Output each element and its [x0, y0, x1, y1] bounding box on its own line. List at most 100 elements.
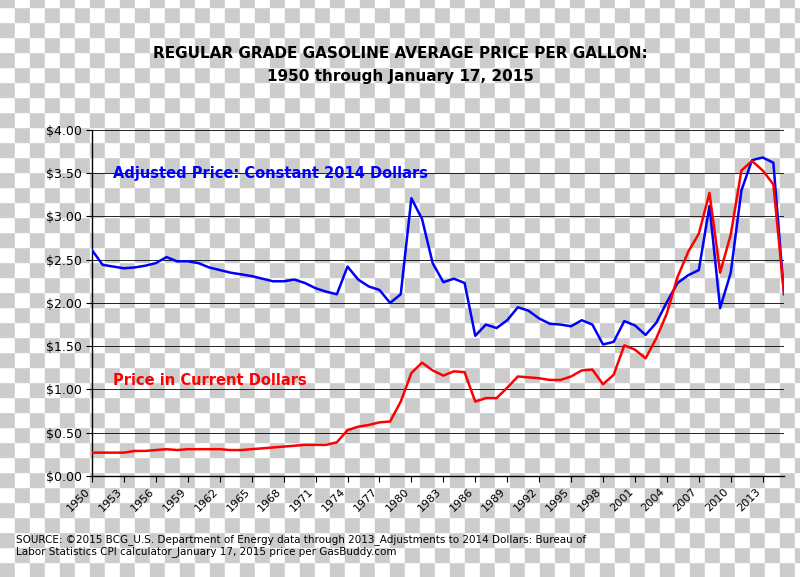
- Bar: [480, 157, 495, 172]
- Bar: [240, 202, 255, 217]
- Bar: [330, 187, 345, 202]
- Bar: [660, 37, 675, 52]
- Bar: [105, 457, 120, 472]
- Bar: [435, 187, 450, 202]
- Bar: [420, 547, 435, 562]
- Bar: [645, 97, 660, 112]
- Bar: [420, 0, 435, 7]
- Bar: [285, 142, 300, 157]
- Bar: [420, 337, 435, 352]
- Bar: [345, 397, 360, 412]
- Bar: [195, 127, 210, 142]
- Bar: [540, 307, 555, 322]
- Bar: [450, 337, 465, 352]
- Bar: [540, 472, 555, 487]
- Bar: [15, 262, 30, 277]
- Bar: [345, 337, 360, 352]
- Bar: [795, 457, 800, 472]
- Bar: [765, 397, 780, 412]
- Bar: [195, 82, 210, 97]
- Bar: [390, 142, 405, 157]
- Bar: [210, 232, 225, 247]
- Bar: [60, 82, 75, 97]
- Bar: [315, 97, 330, 112]
- Bar: [630, 502, 645, 517]
- Bar: [285, 292, 300, 307]
- Bar: [750, 262, 765, 277]
- Bar: [315, 277, 330, 292]
- Bar: [525, 52, 540, 67]
- Bar: [105, 172, 120, 187]
- Bar: [540, 22, 555, 37]
- Bar: [540, 247, 555, 262]
- Bar: [330, 142, 345, 157]
- Bar: [690, 517, 705, 532]
- Bar: [495, 22, 510, 37]
- Bar: [555, 142, 570, 157]
- Bar: [690, 307, 705, 322]
- Bar: [330, 442, 345, 457]
- Bar: [285, 82, 300, 97]
- Bar: [0, 562, 15, 577]
- Bar: [615, 472, 630, 487]
- Bar: [285, 547, 300, 562]
- Bar: [540, 187, 555, 202]
- Bar: [285, 457, 300, 472]
- Bar: [150, 202, 165, 217]
- Bar: [705, 37, 720, 52]
- Bar: [90, 217, 105, 232]
- Bar: [255, 37, 270, 52]
- Bar: [90, 307, 105, 322]
- Bar: [615, 487, 630, 502]
- Bar: [45, 112, 60, 127]
- Bar: [615, 217, 630, 232]
- Bar: [0, 247, 15, 262]
- Bar: [150, 352, 165, 367]
- Bar: [645, 217, 660, 232]
- Bar: [390, 487, 405, 502]
- Bar: [180, 427, 195, 442]
- Bar: [240, 67, 255, 82]
- Bar: [195, 157, 210, 172]
- Bar: [645, 22, 660, 37]
- Bar: [390, 412, 405, 427]
- Bar: [240, 547, 255, 562]
- Bar: [405, 187, 420, 202]
- Bar: [120, 232, 135, 247]
- Bar: [195, 172, 210, 187]
- Bar: [720, 547, 735, 562]
- Bar: [165, 187, 180, 202]
- Bar: [300, 412, 315, 427]
- Bar: [165, 37, 180, 52]
- Bar: [300, 487, 315, 502]
- Bar: [315, 442, 330, 457]
- Bar: [210, 202, 225, 217]
- Bar: [465, 172, 480, 187]
- Bar: [105, 22, 120, 37]
- Bar: [165, 472, 180, 487]
- Bar: [255, 262, 270, 277]
- Bar: [180, 217, 195, 232]
- Bar: [225, 562, 240, 577]
- Bar: [600, 262, 615, 277]
- Bar: [270, 22, 285, 37]
- Bar: [660, 127, 675, 142]
- Bar: [645, 67, 660, 82]
- Bar: [240, 322, 255, 337]
- Bar: [210, 337, 225, 352]
- Bar: [570, 547, 585, 562]
- Bar: [525, 277, 540, 292]
- Bar: [405, 502, 420, 517]
- Bar: [180, 517, 195, 532]
- Bar: [225, 547, 240, 562]
- Bar: [510, 442, 525, 457]
- Bar: [765, 502, 780, 517]
- Bar: [420, 442, 435, 457]
- Bar: [75, 262, 90, 277]
- Bar: [795, 532, 800, 547]
- Bar: [90, 442, 105, 457]
- Bar: [510, 562, 525, 577]
- Bar: [225, 37, 240, 52]
- Bar: [300, 0, 315, 7]
- Bar: [525, 82, 540, 97]
